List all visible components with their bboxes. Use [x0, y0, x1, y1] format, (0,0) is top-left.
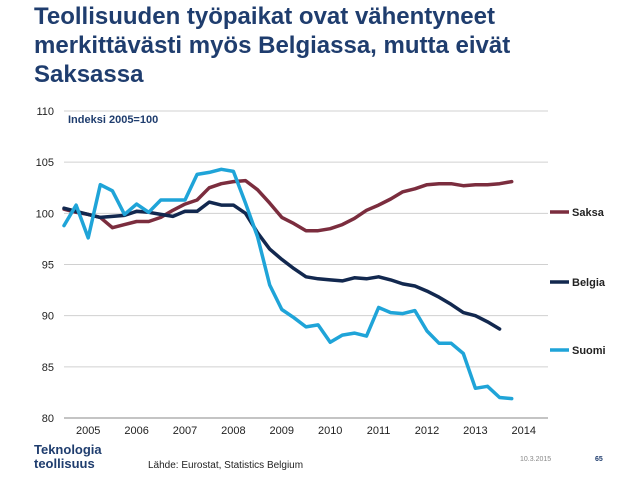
y-tick-label: 80 — [42, 413, 54, 425]
teknologiateollisuus-logo: Teknologia teollisuus — [34, 443, 102, 471]
legend-label-belgia: Belgia — [572, 277, 606, 289]
x-tick-label: 2007 — [173, 425, 197, 437]
x-tick-label: 2009 — [270, 425, 294, 437]
y-tick-label: 95 — [42, 260, 54, 272]
logo-line-2: teollisuus — [34, 456, 95, 471]
x-tick-label: 2012 — [415, 425, 439, 437]
x-tick-label: 2014 — [512, 425, 536, 437]
x-tick-label: 2011 — [367, 425, 391, 437]
x-tick-label: 2010 — [318, 425, 342, 437]
x-tick-label: 2013 — [463, 425, 487, 437]
page-number: 65 — [595, 456, 603, 463]
y-tick-label: 110 — [36, 106, 54, 118]
y-tick-label: 100 — [36, 208, 54, 220]
series-lines — [62, 167, 514, 401]
y-tick-label: 90 — [42, 311, 54, 323]
y-axis-ticks: 80 85 90 95 100 105 110 — [36, 106, 54, 425]
series-line-saksa — [62, 178, 514, 233]
x-tick-label: 2006 — [124, 425, 148, 437]
y-tick-label: 105 — [36, 157, 54, 169]
y-tick-label: 85 — [42, 362, 54, 374]
chart-title: Teollisuuden työpaikat ovat vähentyneet … — [34, 3, 511, 88]
x-tick-label: 2008 — [221, 425, 245, 437]
legend-label-suomi: Suomi — [572, 345, 606, 357]
source-note: Lähde: Eurostat, Statistics Belgium — [148, 460, 304, 471]
legend: Saksa Belgia Suomi — [550, 207, 606, 357]
series-line-belgia — [62, 200, 502, 331]
series-line-suomi — [62, 167, 514, 401]
x-axis-ticks: 2005 2006 2007 2008 2009 2010 2011 2012 2013 2014 — [76, 425, 536, 437]
x-tick-label: 2005 — [76, 425, 100, 437]
index-annotation: Indeksi 2005=100 — [68, 114, 158, 126]
slide-date: 10.3.2015 — [520, 456, 552, 463]
legend-label-saksa: Saksa — [572, 207, 605, 219]
logo-line-1: Teknologia — [34, 442, 102, 457]
